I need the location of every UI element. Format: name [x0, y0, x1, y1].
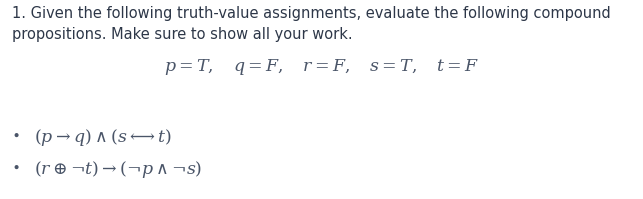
- Text: 1. Given the following truth-value assignments, evaluate the following compound: 1. Given the following truth-value assig…: [12, 6, 611, 21]
- Text: $(p \rightarrow q) \wedge (s \longleftrightarrow t)$: $(p \rightarrow q) \wedge (s \longleftri…: [34, 127, 172, 148]
- Text: $(r \oplus \neg t) \rightarrow (\neg p \wedge \neg s)$: $(r \oplus \neg t) \rightarrow (\neg p \…: [34, 159, 203, 180]
- Text: propositions. Make sure to show all your work.: propositions. Make sure to show all your…: [12, 27, 352, 42]
- Text: $\bullet$: $\bullet$: [12, 127, 20, 142]
- Text: $p = T, \quad q = F, \quad r = F, \quad s = T, \quad t = F$: $p = T, \quad q = F, \quad r = F, \quad …: [164, 57, 479, 77]
- Text: $\bullet$: $\bullet$: [12, 159, 20, 174]
